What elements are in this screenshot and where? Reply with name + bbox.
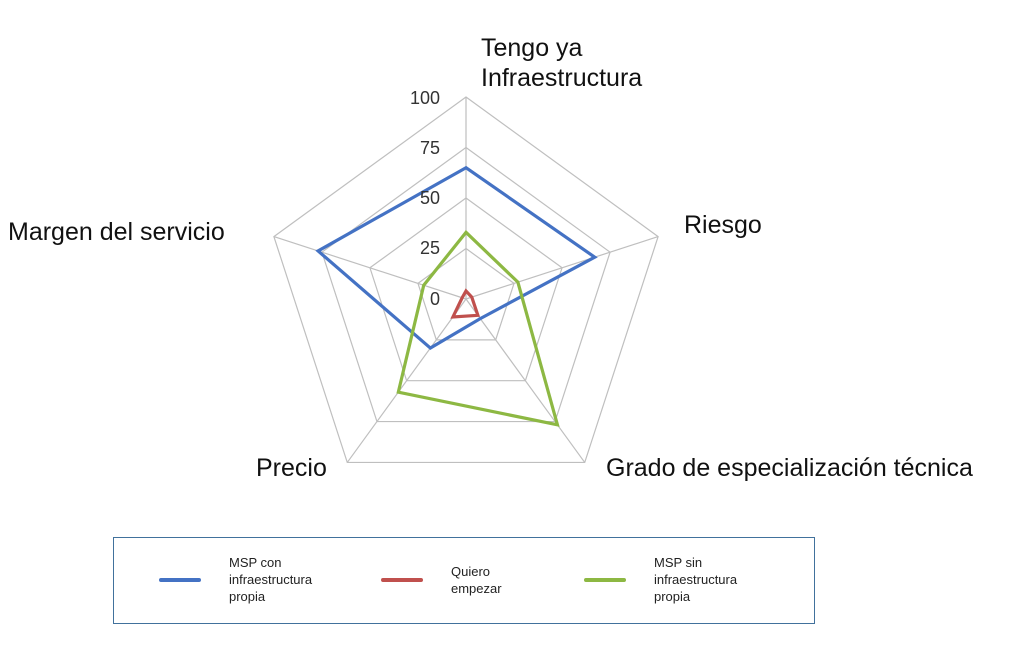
legend-swatch-green — [584, 577, 626, 582]
tick-0: 0 — [429, 289, 440, 309]
legend-item-msp-sin: MSP sin infraestructura propia — [584, 554, 764, 605]
legend-swatch-blue — [159, 577, 201, 582]
grid-ring-50 — [369, 197, 563, 382]
legend-swatch-red — [381, 578, 423, 582]
axis-label-margen: Margen del servicio — [8, 218, 225, 246]
axis-label-grado: Grado de especialización técnica — [606, 454, 973, 482]
series-polygon-1 — [450, 288, 481, 319]
tick-75: 75 — [419, 138, 440, 158]
grid-spoke — [346, 298, 467, 463]
grid-spoke — [273, 236, 467, 300]
legend-item-quiero-empezar: Quiero empezar — [381, 563, 561, 597]
tick-25: 25 — [419, 238, 440, 258]
grid-spoke — [465, 236, 659, 300]
legend-item-msp-con: MSP con infraestructura propia — [159, 554, 339, 605]
radar-series — [315, 165, 598, 427]
legend-label: MSP sin infraestructura propia — [654, 555, 738, 604]
tick-100: 100 — [409, 88, 440, 108]
legend-label: MSP con infraestructura propia — [229, 555, 313, 604]
radar-grid — [273, 96, 659, 464]
series-polygon-0 — [315, 165, 598, 350]
tick-50: 50 — [419, 188, 440, 208]
grid-ring-100 — [273, 96, 659, 464]
axis-label-precio: Precio — [256, 454, 327, 482]
series-polygon-2 — [396, 229, 560, 427]
axis-label-riesgo: Riesgo — [684, 211, 762, 239]
axis-label-tengo-line1: Tengo ya — [481, 34, 583, 62]
axis-label-tengo: Tengo ya Infraestructura — [481, 33, 642, 93]
axis-label-tengo-line2: Infraestructura — [481, 64, 643, 92]
grid-ring-25 — [417, 247, 515, 341]
grid-spoke — [465, 298, 586, 463]
legend-label: Quiero empezar — [451, 564, 502, 596]
chart-legend: MSP con infraestructura propia Quiero empez… — [113, 537, 815, 624]
